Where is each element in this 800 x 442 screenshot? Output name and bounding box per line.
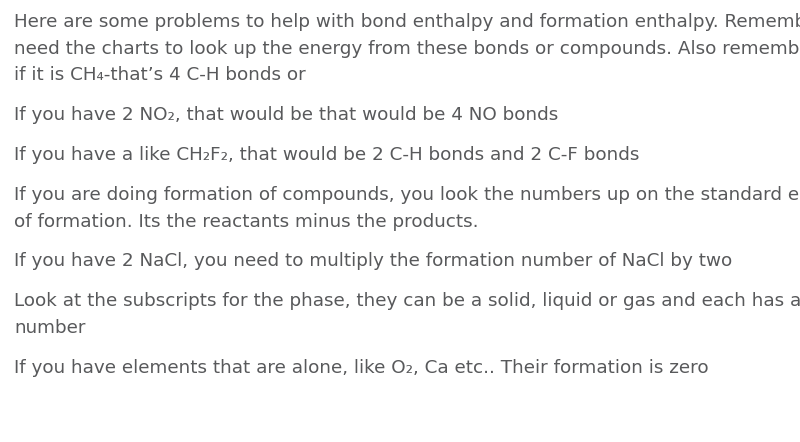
Text: If you have a like CH₂F₂, that would be 2 C-H bonds and 2 C-F bonds: If you have a like CH₂F₂, that would be … xyxy=(14,146,639,164)
Text: number: number xyxy=(14,319,86,337)
Text: If you have 2 NaCl, you need to multiply the formation number of NaCl by two: If you have 2 NaCl, you need to multiply… xyxy=(14,252,732,271)
Text: of formation. Its the reactants minus the products.: of formation. Its the reactants minus th… xyxy=(14,213,478,230)
Text: Look at the subscripts for the phase, they can be a solid, liquid or gas and eac: Look at the subscripts for the phase, th… xyxy=(14,293,800,310)
Text: If you are doing formation of compounds, you look the numbers up on the standard: If you are doing formation of compounds,… xyxy=(14,186,800,204)
Text: Here are some problems to help with bond enthalpy and formation enthalpy. Rememb: Here are some problems to help with bond… xyxy=(14,13,800,31)
Text: If you have 2 NO₂, that would be that would be 4 NO bonds: If you have 2 NO₂, that would be that wo… xyxy=(14,106,558,124)
Text: need the charts to look up the energy from these bonds or compounds. Also rememb: need the charts to look up the energy fr… xyxy=(14,39,800,57)
Text: if it is CH₄-that’s 4 C-H bonds or: if it is CH₄-that’s 4 C-H bonds or xyxy=(14,66,306,84)
Text: If you have elements that are alone, like O₂, Ca etc.. Their formation is zero: If you have elements that are alone, lik… xyxy=(14,359,709,377)
